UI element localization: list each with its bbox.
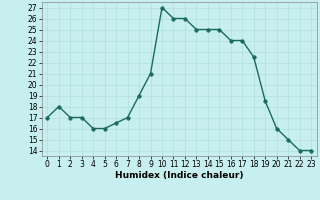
- X-axis label: Humidex (Indice chaleur): Humidex (Indice chaleur): [115, 171, 244, 180]
